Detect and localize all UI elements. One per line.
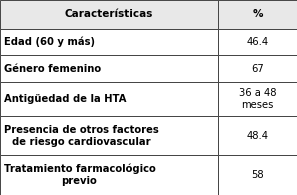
Bar [0,82,218,116]
Text: Presencia de otros factores
de riesgo cardiovascular: Presencia de otros factores de riesgo ca… [4,125,158,147]
Text: 48.4: 48.4 [247,131,269,141]
Bar [218,0,297,29]
Bar [0,0,218,29]
Text: Edad (60 y más): Edad (60 y más) [4,37,94,47]
Text: Tratamiento farmacológico
previo: Tratamiento farmacológico previo [4,164,155,186]
Text: 46.4: 46.4 [247,37,269,47]
Text: Antigüedad de la HTA: Antigüedad de la HTA [4,94,126,104]
Text: 58: 58 [251,170,264,180]
Bar [0,155,218,195]
Bar [0,116,218,155]
Text: 67: 67 [251,64,264,74]
Bar [0,55,218,82]
Text: 36 a 48
meses: 36 a 48 meses [239,88,277,110]
Text: Género femenino: Género femenino [4,64,101,74]
Bar [218,29,297,55]
Text: %: % [252,10,263,20]
Bar [218,116,297,155]
Bar [218,155,297,195]
Bar [0,29,218,55]
Bar [218,82,297,116]
Text: Características: Características [65,10,153,20]
Bar [218,55,297,82]
